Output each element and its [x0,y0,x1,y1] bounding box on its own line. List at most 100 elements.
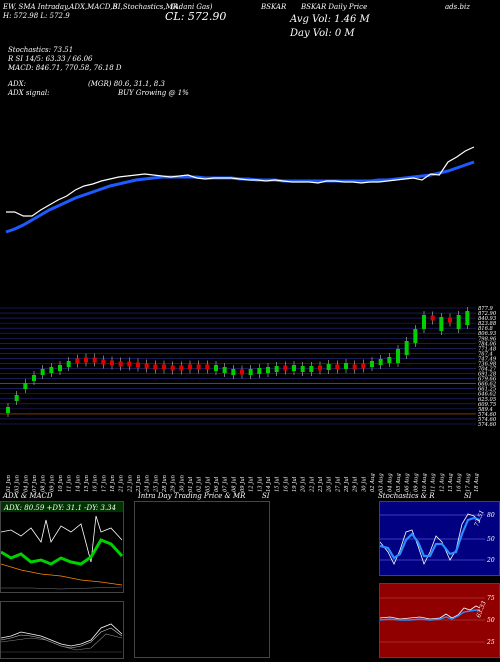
candle-body [49,367,54,373]
candle-body [309,366,314,372]
stochastics-readout: Stochastics: 73.51 [8,46,74,54]
candle-body [248,369,253,375]
date-label: 13 Aug [448,473,454,492]
candle-body [422,315,426,329]
date-label: 19 Jul [292,476,298,492]
rsi-chart: 75 50 25 63.33 [379,595,495,646]
intra-panel-title-2: SI [262,492,270,500]
candle-body [170,365,175,371]
candle-body [439,317,444,331]
stoch-tick-80: 80 [487,512,495,519]
candle-body [396,349,400,363]
candle-body [430,315,435,321]
date-label: 03 Aug [379,473,385,492]
header-bar: EW, SMA Intraday,ADX,MACD,B SI,Stochasti… [3,3,497,25]
candle-body [448,317,452,323]
price-axis-label: 574.60 [478,412,497,418]
candle-body [162,364,166,370]
candle-body [231,369,236,375]
date-label: 12 Aug [439,473,445,492]
candle-body [66,361,71,367]
price-gridlines [0,307,476,425]
rsi-panel: 75 50 25 63.33 [379,583,500,658]
candle-body [370,361,374,367]
price-axis-label: 798.96 [478,336,497,342]
date-label: 02 Aug [370,473,376,492]
date-label: 17 Aug [465,473,471,492]
price-axis-label: 806.93 [478,331,497,337]
date-label: 10 Aug [422,473,428,492]
date-label: 06 Jul [214,476,220,492]
header-item-4: BSKAR [261,3,287,11]
candle-body [465,311,470,325]
candle-body [196,364,201,370]
candle-body [387,357,392,363]
price-axis-label: 877.9 [478,306,494,312]
intraday-panel [134,501,270,658]
date-label: 07 Jul [223,476,229,492]
candle-body [127,361,132,367]
stoch-panel-title: Stochastics & R [378,492,435,500]
candle-body [101,359,106,365]
date-label: 14 Jul [266,476,272,492]
date-label: 06 Aug [405,473,411,492]
price-axis-label: 823.88 [478,321,497,327]
date-label: 11 Aug [431,473,437,492]
macd-chart [0,623,123,653]
date-label: 25 Jun [153,475,159,493]
date-label: 28 Jul [344,476,350,493]
adx-label: ADX: [8,80,27,88]
price-axis-label: 661.25 [478,387,496,393]
date-label: 14 Jun [75,475,81,492]
candle-body [75,358,80,364]
candlesticks [6,307,470,417]
candle-body [335,364,340,370]
adx-signal-label: ADX signal: [8,89,50,97]
candle-body [300,366,305,372]
price-axis-label: 816.8 [478,326,494,332]
macd-readout: MACD: 846.71, 770.58, 76.18 D [8,64,122,72]
candle-body [92,357,97,363]
header-item-3: (Adani Gas) [171,3,213,11]
candle-body [153,364,158,370]
adx-readout: ADX: 80.59 +DY: 31.1 -DY: 3.34 [3,504,116,512]
rsi-tick-25: 25 [486,639,495,646]
date-label: 10 Jun [58,475,64,492]
header-hi-lo: H: 572.98 L: 572.9 [3,12,70,20]
price-axis-label: 574.60 [478,417,497,423]
avg-volume: Avg Vol: 1.46 M [290,14,370,25]
price-axis-label: 691.28 [478,372,497,378]
date-label: 29 Jul [353,476,359,493]
date-label: 11 Jun [67,475,73,492]
date-label: 07 Jun [32,475,38,492]
candle-body [23,383,28,389]
stoch-tick-50: 50 [487,536,495,543]
candle-body [266,367,270,373]
date-label: 23 Jul [318,476,324,493]
date-label: 01 Jul [188,476,194,492]
date-label: 02 Jul [197,476,203,492]
stoch-value-label: 73.51 [473,509,485,528]
rsi-value-label: 63.33 [475,600,488,619]
date-label: 21 Jun [119,475,125,493]
price-axis-label: 840.93 [478,316,497,322]
date-label: 16 Aug [457,473,463,492]
date-label: 01 Jun [6,475,12,492]
date-label: 08 Jun [41,475,47,492]
header-item-1: EW, SMA Intraday,ADX,MACD,B [3,3,118,11]
close-price: CL: 572.90 [165,10,227,23]
date-label: 03 Jun [15,475,21,492]
date-label: 04 Jun [23,475,29,492]
date-label: 12 Jul [249,476,255,492]
price-line [6,146,475,217]
candle-body [413,329,418,343]
header-item-6: ads.biz [445,3,470,11]
price-axis-label: 589.4 [478,407,493,413]
date-label: 23 Jun [136,475,142,493]
stochastics-panel: 80 50 20 73.51 [379,501,500,576]
adx-signal-value: BUY Growing @ 1% [118,89,189,97]
stoch-chart: 80 50 20 73.51 [379,509,495,566]
date-label: 20 Jul [301,476,307,493]
adx-readout-bg [1,502,123,512]
moving-average-line [5,160,475,234]
